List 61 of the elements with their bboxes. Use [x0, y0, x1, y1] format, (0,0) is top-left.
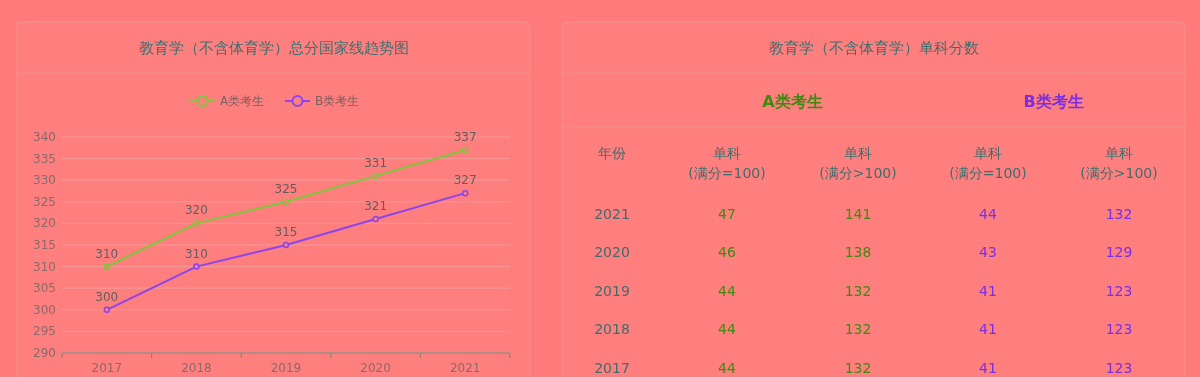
data-label: 123: [1105, 321, 1133, 337]
data-label: 132: [844, 321, 872, 337]
data-label: 44: [718, 283, 736, 299]
data-label: 132: [1105, 206, 1133, 222]
data-label: 44: [718, 360, 736, 376]
data-label: 47: [718, 206, 736, 222]
data-label: 141: [844, 206, 872, 222]
y-tick-label: 310: [33, 259, 56, 274]
data-label: 310: [95, 246, 119, 261]
y-tick-label: 330: [33, 173, 56, 188]
data-label: 44: [979, 206, 997, 222]
y-tick-label: 2021: [594, 206, 630, 222]
data-label: 331: [364, 155, 388, 170]
data-label: 325: [274, 181, 298, 196]
data-label: 41: [979, 283, 997, 299]
x-tick-label: 2021: [449, 361, 481, 375]
data-label: 41: [979, 360, 997, 376]
x-tick-label: 单科 (满分>100): [1080, 145, 1158, 181]
chart-title: 教育学（不含体育学）单科分数: [768, 39, 979, 57]
y-tick-label: 2019: [594, 283, 630, 299]
data-label: 43: [979, 244, 997, 260]
data-label: 327: [453, 173, 477, 188]
text: B类考生: [1023, 92, 1084, 111]
x-tick-label: 2020: [360, 361, 391, 375]
y-tick-label: 295: [33, 324, 56, 339]
x-tick-label: 2018: [181, 361, 212, 375]
data-label: 315: [274, 225, 298, 239]
y-tick-label: 290: [33, 346, 56, 360]
data-label: 320: [184, 203, 208, 218]
data-label: 41: [979, 321, 997, 337]
data-label: 300: [95, 289, 119, 304]
data-label: 138: [844, 244, 872, 260]
x-tick-label: 单科 (满分=100): [949, 145, 1027, 181]
x-tick-label: 单科 (满分=100): [688, 145, 766, 181]
y-tick-label: 2018: [594, 321, 630, 337]
data-label: 44: [718, 321, 736, 337]
y-tick-label: 335: [33, 151, 56, 166]
text: A类考生: [762, 92, 823, 111]
x-tick-label: 2017: [91, 361, 123, 375]
x-tick-label: 2019: [270, 361, 302, 375]
data-label: 321: [364, 199, 388, 214]
data-label: 337: [453, 129, 477, 144]
y-tick-label: 300: [33, 302, 56, 317]
legend-label: B类考生: [315, 94, 360, 108]
y-tick-label: 325: [33, 194, 56, 209]
data-label: 132: [844, 360, 872, 376]
data-label: 123: [1105, 360, 1133, 376]
x-tick-label: 单科 (满分>100): [819, 145, 897, 181]
y-tick-label: 2020: [594, 244, 630, 260]
legend-label: A类考生: [220, 94, 265, 108]
chart-title: 教育学（不含体育学）总分国家线趋势图: [138, 39, 409, 57]
data-label: 123: [1105, 283, 1133, 299]
y-tick-label: 340: [33, 130, 56, 144]
y-tick-label: 315: [33, 238, 56, 252]
data-label: 310: [184, 246, 208, 261]
y-tick-label: 320: [33, 216, 56, 231]
y-axis-title: 年份: [598, 145, 626, 161]
data-label: 132: [844, 283, 872, 299]
data-label: 46: [718, 244, 736, 260]
y-tick-label: 305: [33, 281, 56, 296]
data-label: 129: [1105, 244, 1133, 260]
